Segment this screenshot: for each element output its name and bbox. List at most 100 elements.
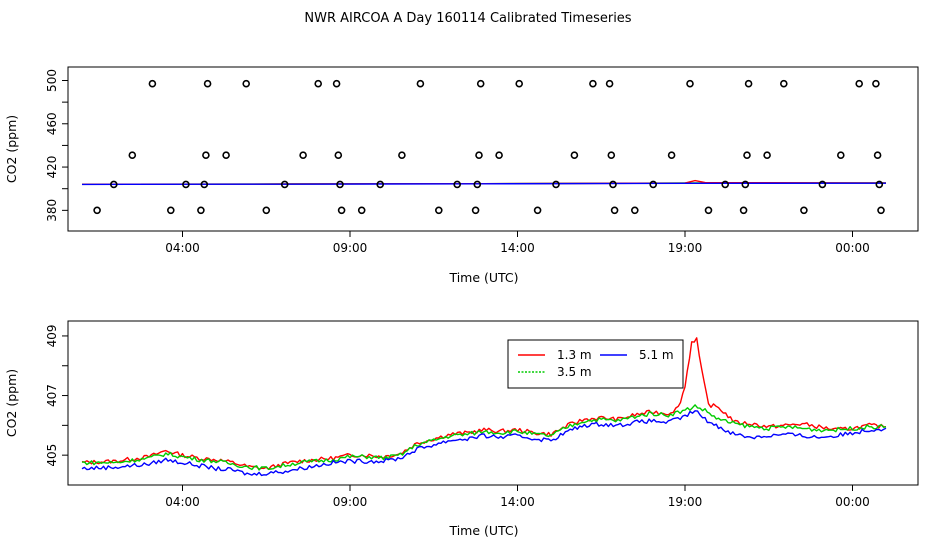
- y-tick-label: 407: [45, 384, 59, 407]
- data-point: [739, 206, 748, 215]
- data-point: [779, 79, 788, 88]
- y-tick-label: 405: [45, 444, 59, 467]
- data-point: [471, 206, 480, 215]
- legend-box: [507, 339, 684, 389]
- series-line-5-1-m: [81, 182, 887, 186]
- data-point: [875, 180, 884, 189]
- data-point: [873, 151, 882, 159]
- data-point: [434, 206, 443, 215]
- data-point: [473, 180, 482, 189]
- x-tick-label: 19:00: [668, 241, 703, 255]
- data-point: [476, 79, 485, 88]
- data-point: [299, 151, 307, 159]
- data-point: [148, 79, 157, 88]
- data-point: [609, 180, 617, 189]
- data-point: [744, 79, 753, 88]
- data-point: [763, 151, 771, 159]
- x-tick-label: 09:00: [333, 241, 368, 255]
- data-point: [110, 180, 118, 189]
- data-point: [605, 79, 614, 88]
- data-point: [667, 151, 676, 159]
- data-point: [182, 180, 190, 189]
- legend-label-3-5m: 3.5 m: [557, 365, 592, 379]
- y-tick-label: 460: [45, 112, 59, 135]
- plot-frame: [67, 66, 919, 232]
- plot-frame: [67, 320, 919, 486]
- x-tick-label: 14:00: [500, 495, 535, 509]
- data-point: [649, 180, 658, 189]
- data-point: [314, 79, 323, 88]
- x-tick-label: 14:00: [500, 241, 535, 255]
- y-tick-label: 380: [45, 199, 59, 222]
- y-axis-ticks: 405 407 409: [45, 324, 68, 467]
- x-tick-label: 04:00: [165, 241, 200, 255]
- legend-label-5-1m: 5.1 m: [639, 348, 674, 362]
- data-point: [334, 151, 343, 159]
- data-point: [197, 206, 205, 215]
- x-axis-label: Time (UTC): [448, 523, 518, 538]
- x-tick-label: 09:00: [333, 495, 368, 509]
- data-point: [128, 151, 137, 159]
- data-point: [515, 79, 524, 88]
- legend: 1.3 m 5.1 m 3.5 m: [507, 339, 684, 389]
- data-point: [743, 151, 751, 159]
- panel-all-data: 04:00 09:00 14:00 19:00 00:00 380 420 460 500 T…: [4, 66, 919, 285]
- data-point: [570, 151, 579, 159]
- y-tick-label: 420: [45, 156, 59, 179]
- data-point: [533, 206, 542, 215]
- x-tick-label: 19:00: [668, 495, 703, 509]
- data-point: [332, 79, 341, 88]
- data-point: [610, 206, 619, 215]
- data-point: [398, 151, 406, 159]
- data-point: [222, 151, 230, 159]
- x-axis-ticks: 04:00 09:00 14:00 19:00 00:00: [165, 485, 870, 509]
- series-line-1-3-m: [81, 337, 886, 471]
- data-point: [607, 151, 616, 159]
- series-lines: [81, 337, 887, 477]
- data-point: [475, 151, 483, 159]
- data-point: [686, 79, 694, 88]
- scatter-points: [93, 79, 885, 215]
- data-point: [416, 79, 425, 88]
- y-tick-label: 409: [45, 324, 59, 347]
- data-point: [337, 206, 346, 215]
- data-point: [202, 151, 210, 159]
- data-point: [376, 180, 385, 189]
- data-point: [818, 180, 827, 189]
- y-tick-label: 500: [45, 69, 59, 92]
- data-point: [357, 206, 366, 215]
- data-point: [855, 79, 864, 88]
- chart-title: NWR AIRCOA A Day 160114 Calibrated Times…: [304, 11, 631, 26]
- data-point: [93, 206, 101, 215]
- panel-zoomed: 04:00 09:00 14:00 19:00 00:00 405 407 409 1.3 …: [4, 320, 919, 538]
- y-axis-label: CO2 (ppm): [4, 369, 19, 437]
- x-tick-label: 04:00: [165, 495, 200, 509]
- y-axis-ticks: 380 420 460 500: [45, 69, 68, 222]
- data-point: [167, 206, 175, 215]
- data-point: [280, 180, 289, 189]
- x-tick-label: 00:00: [835, 495, 870, 509]
- legend-label-1-3m: 1.3 m: [557, 348, 592, 362]
- data-point: [200, 180, 209, 189]
- x-axis-ticks: 04:00 09:00 14:00 19:00 00:00: [165, 231, 870, 255]
- data-point: [589, 79, 597, 88]
- data-point: [630, 206, 639, 215]
- data-point: [800, 206, 808, 215]
- data-point: [877, 206, 885, 215]
- data-point: [741, 180, 750, 189]
- x-tick-label: 00:00: [835, 241, 870, 255]
- data-point: [836, 151, 845, 159]
- data-point: [552, 180, 560, 189]
- data-point: [704, 206, 713, 215]
- data-point: [203, 79, 212, 88]
- series-line-3-5-m: [81, 404, 887, 471]
- series-line-5-1-m: [81, 410, 887, 477]
- y-axis-label: CO2 (ppm): [4, 115, 19, 183]
- series-lines: [81, 179, 887, 186]
- data-point: [242, 79, 250, 88]
- data-point: [495, 151, 503, 159]
- data-point: [336, 180, 344, 189]
- data-point: [721, 180, 730, 189]
- x-axis-label: Time (UTC): [448, 270, 518, 285]
